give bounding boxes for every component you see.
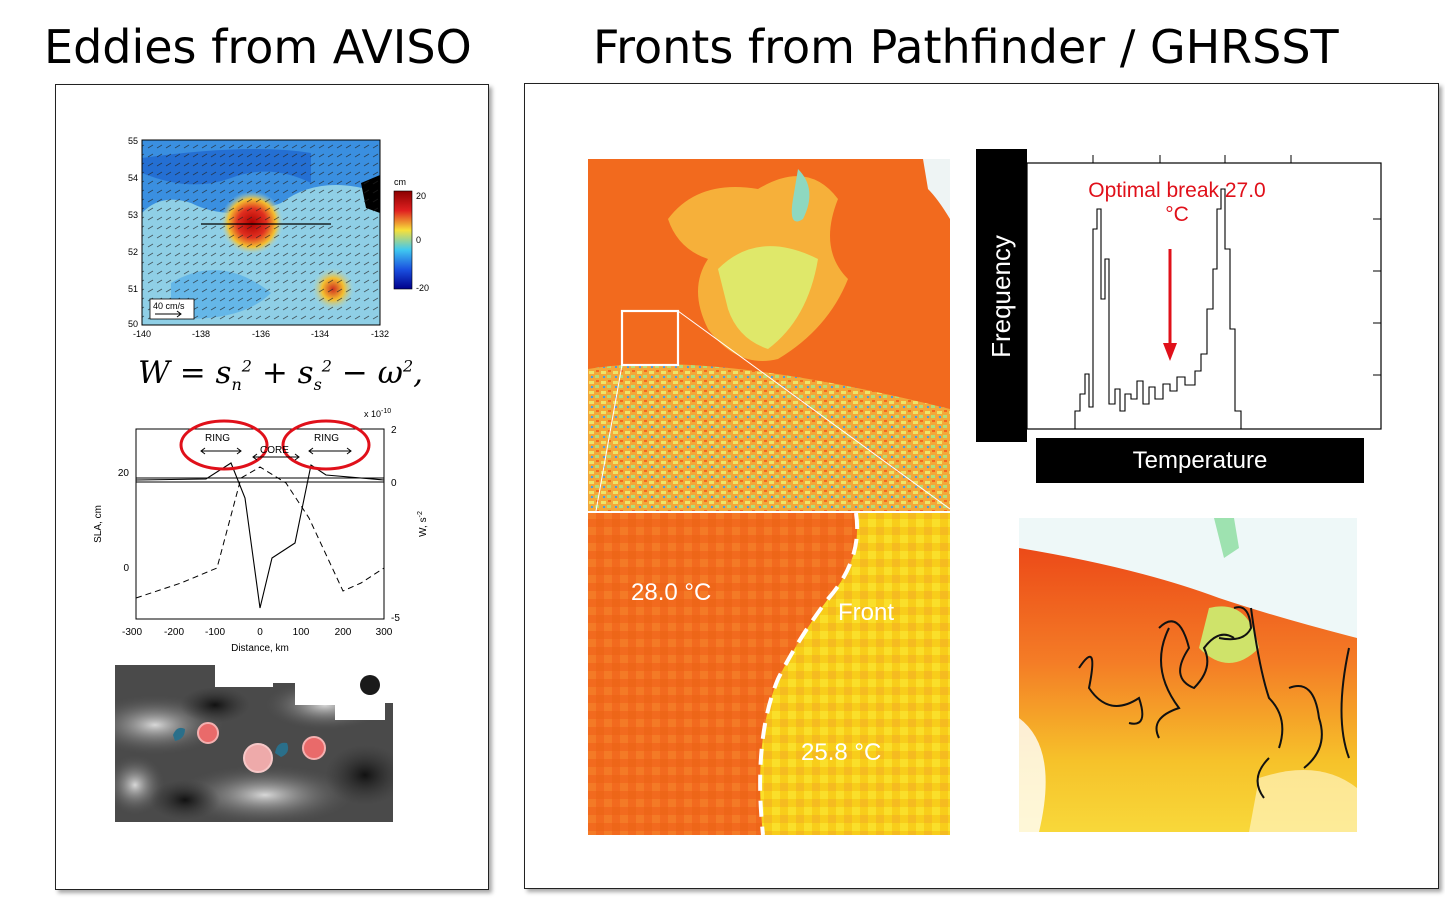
warm-eddy-marker bbox=[197, 722, 219, 744]
annotation-line1: Optimal break 27.0 bbox=[1088, 179, 1265, 202]
ring-circle-left bbox=[179, 419, 269, 471]
profile-xtick: -300 bbox=[122, 627, 142, 638]
histogram-xlabel: Temperature bbox=[1036, 438, 1364, 483]
colorbar-unit: cm bbox=[394, 177, 406, 187]
profile-xtick: -200 bbox=[164, 627, 184, 638]
frequency-axis-band: Frequency bbox=[976, 149, 1027, 442]
map-ytick: 51 bbox=[128, 284, 138, 294]
right-tick: 0 bbox=[391, 478, 397, 489]
right-tick: -5 bbox=[391, 613, 400, 624]
cold-eddy-marker bbox=[275, 742, 289, 757]
profile-xtick: 100 bbox=[293, 627, 310, 638]
eddy-map: 40 cm/s 55 54 53 52 51 50 -140 -138 -136… bbox=[128, 136, 429, 339]
map-ytick: 53 bbox=[128, 210, 138, 220]
eddies-title: Eddies from AVISO bbox=[44, 20, 472, 74]
histogram-ylabel: Frequency bbox=[986, 235, 1016, 358]
profile-xtick: 200 bbox=[335, 627, 352, 638]
fronts-title: Fronts from Pathfinder / GHRSST bbox=[593, 20, 1339, 74]
profile-ylabel-left: SLA, cm bbox=[93, 505, 104, 543]
map-ytick: 50 bbox=[128, 319, 138, 329]
histogram-bars bbox=[1074, 188, 1242, 429]
colorbar bbox=[393, 190, 413, 290]
histogram-chart: Optimal break 27.0 °C bbox=[1026, 155, 1382, 430]
map-xtick: -134 bbox=[311, 329, 329, 339]
ring-label-right: RING bbox=[314, 433, 339, 444]
map-ytick: 55 bbox=[128, 136, 138, 146]
profile-xtick: -100 bbox=[205, 627, 225, 638]
map-ytick: 54 bbox=[128, 173, 138, 183]
profile-xlabel: Distance, km bbox=[231, 643, 289, 654]
okubo-weiss-equation: W = sn2 + ss2 − ω2, bbox=[138, 355, 423, 395]
ring-label-left: RING bbox=[205, 433, 230, 444]
left-tick: 0 bbox=[123, 563, 129, 574]
warm-eddy-marker bbox=[302, 736, 326, 760]
cool-temp-label: 25.8 °C bbox=[801, 739, 882, 766]
profile-chart: RING RING CORE x 10-10 20 0 2 0 -5 -300 … bbox=[93, 408, 429, 654]
front-line bbox=[758, 512, 860, 835]
profile-ylabel-right: W, s-2 bbox=[417, 511, 429, 537]
profile-xtick: 0 bbox=[257, 627, 263, 638]
scale-label: 40 cm/s bbox=[153, 301, 185, 311]
warm-temp-label: 28.0 °C bbox=[631, 579, 712, 606]
exponent-label: x 10-10 bbox=[364, 408, 391, 419]
break-arrow bbox=[1163, 343, 1177, 361]
eddies-panel: 40 cm/s 55 54 53 52 51 50 -140 -138 -136… bbox=[55, 84, 489, 890]
map-xtick: -138 bbox=[192, 329, 210, 339]
colorbar-tick: 0 bbox=[416, 235, 421, 245]
warm-eddy-marker bbox=[243, 743, 273, 773]
annotation-line2: °C bbox=[1165, 203, 1189, 226]
map-xtick: -140 bbox=[133, 329, 151, 339]
front-contours bbox=[1078, 606, 1350, 799]
sst-image bbox=[588, 159, 950, 835]
left-tick: 20 bbox=[118, 468, 130, 479]
map-xtick: -132 bbox=[371, 329, 389, 339]
colorbar-tick: 20 bbox=[416, 191, 426, 201]
right-tick: 2 bbox=[391, 425, 397, 436]
profile-xtick: 300 bbox=[376, 627, 393, 638]
map-ytick: 52 bbox=[128, 247, 138, 257]
front-map bbox=[1019, 518, 1357, 832]
ring-circle-right bbox=[281, 419, 371, 471]
eddy-detection-image bbox=[115, 665, 393, 822]
front-label: Front bbox=[838, 599, 895, 626]
zoom-box bbox=[620, 309, 680, 367]
map-xtick: -136 bbox=[252, 329, 270, 339]
colorbar-tick: -20 bbox=[416, 283, 429, 293]
core-label: CORE bbox=[260, 445, 289, 456]
fronts-panel: 28.0 °C Front 25.8 °C Frequency Optimal … bbox=[524, 83, 1439, 889]
cold-eddy-marker bbox=[173, 727, 185, 741]
w-dashed-line bbox=[135, 466, 385, 599]
